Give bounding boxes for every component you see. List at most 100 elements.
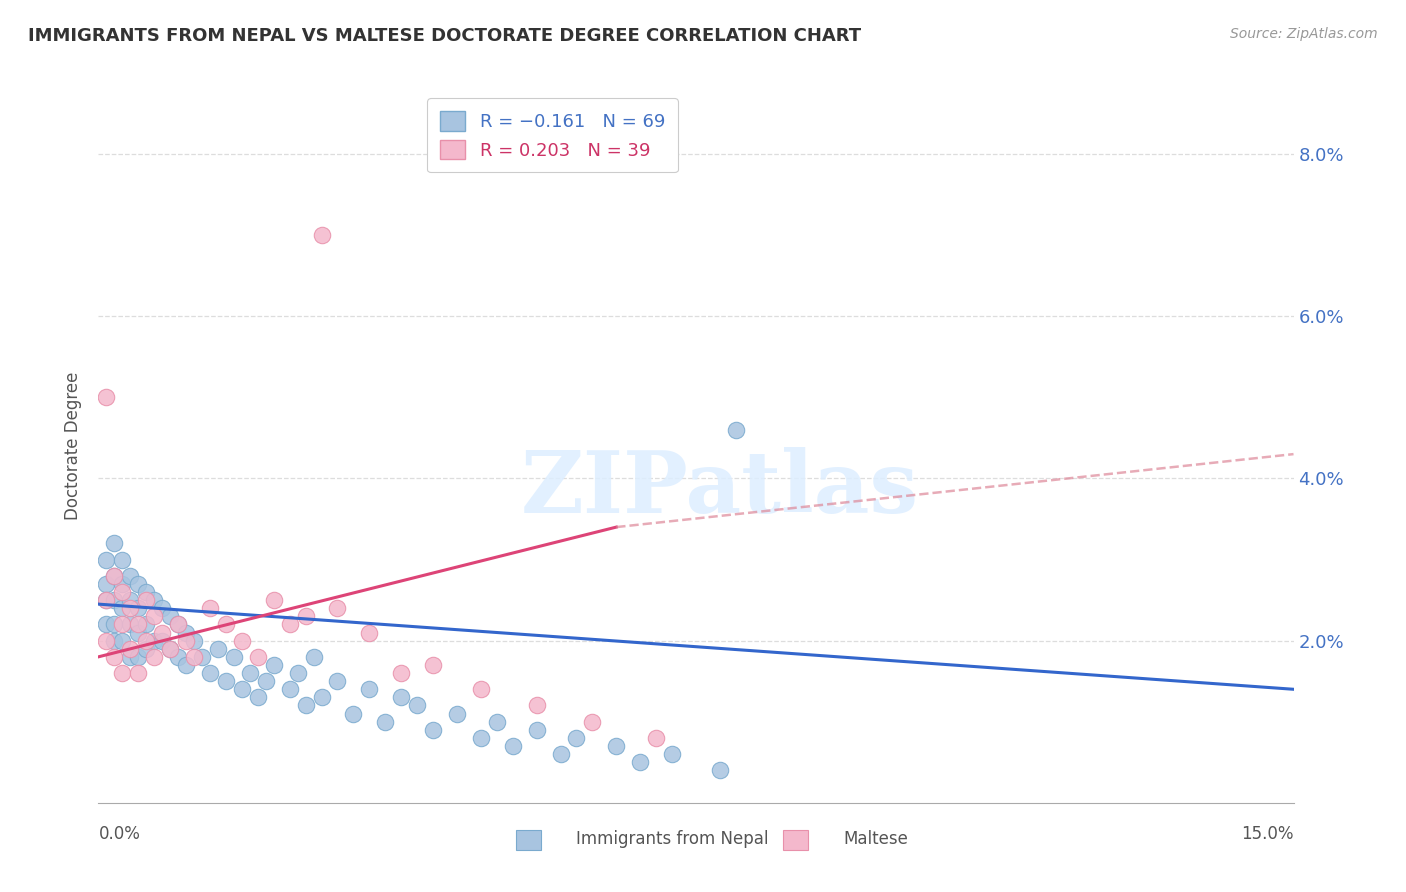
Point — [302, 649, 325, 664]
Point — [120, 601, 142, 615]
Point — [359, 682, 381, 697]
Point — [127, 577, 149, 591]
Point — [645, 731, 668, 745]
Point — [103, 593, 125, 607]
Text: Source: ZipAtlas.com: Source: ZipAtlas.com — [1230, 27, 1378, 41]
Point — [246, 649, 269, 664]
Point — [183, 633, 205, 648]
Point — [150, 625, 173, 640]
Point — [550, 747, 572, 761]
Point — [174, 657, 197, 672]
Point — [191, 649, 214, 664]
Point — [159, 641, 181, 656]
Point — [167, 617, 190, 632]
Point — [239, 666, 262, 681]
Point — [120, 617, 142, 632]
Point — [127, 617, 149, 632]
Point — [96, 617, 118, 632]
Point — [231, 633, 253, 648]
Point — [103, 649, 125, 664]
Point — [167, 617, 190, 632]
Point — [605, 739, 627, 753]
Text: Maltese: Maltese — [844, 830, 908, 848]
Point — [581, 714, 603, 729]
Point — [143, 593, 166, 607]
Point — [103, 617, 125, 632]
Point — [135, 633, 157, 648]
Point — [183, 649, 205, 664]
Point — [111, 577, 134, 591]
Point — [111, 633, 134, 648]
Point — [565, 731, 588, 745]
Point — [374, 714, 396, 729]
Point — [198, 601, 221, 615]
Text: Immigrants from Nepal: Immigrants from Nepal — [576, 830, 769, 848]
Point — [254, 674, 277, 689]
Point — [111, 601, 134, 615]
Point — [111, 585, 134, 599]
Text: 15.0%: 15.0% — [1241, 825, 1294, 843]
Point — [143, 649, 166, 664]
Point — [120, 649, 142, 664]
Point — [246, 690, 269, 705]
Point — [628, 756, 651, 770]
Point — [389, 690, 412, 705]
Point — [174, 625, 197, 640]
Point — [724, 423, 747, 437]
Point — [526, 698, 548, 713]
Point — [326, 674, 349, 689]
Point — [96, 593, 118, 607]
Point — [103, 633, 125, 648]
Point — [103, 536, 125, 550]
Point — [342, 706, 364, 721]
Point — [135, 585, 157, 599]
Point — [470, 682, 492, 697]
Point — [143, 633, 166, 648]
Point — [96, 633, 118, 648]
Point — [135, 617, 157, 632]
Point — [263, 657, 285, 672]
Legend: R = −0.161   N = 69, R = 0.203   N = 39: R = −0.161 N = 69, R = 0.203 N = 39 — [427, 98, 678, 172]
Point — [278, 617, 301, 632]
Point — [263, 593, 285, 607]
Point — [287, 666, 309, 681]
Point — [198, 666, 221, 681]
Point — [120, 568, 142, 582]
Point — [422, 723, 444, 737]
Point — [359, 625, 381, 640]
Point — [389, 666, 412, 681]
Text: ZIPatlas: ZIPatlas — [520, 447, 920, 531]
Y-axis label: Doctorate Degree: Doctorate Degree — [65, 372, 83, 520]
Point — [111, 552, 134, 566]
Point — [135, 593, 157, 607]
Point — [127, 649, 149, 664]
Point — [120, 641, 142, 656]
Point — [96, 390, 118, 404]
Point — [127, 625, 149, 640]
Point — [103, 568, 125, 582]
Point — [159, 641, 181, 656]
Point — [150, 601, 173, 615]
Point — [96, 593, 118, 607]
Text: 0.0%: 0.0% — [98, 825, 141, 843]
Point — [294, 698, 316, 713]
Point — [111, 666, 134, 681]
Point — [446, 706, 468, 721]
Point — [278, 682, 301, 697]
Point — [422, 657, 444, 672]
Point — [143, 609, 166, 624]
Point — [96, 552, 118, 566]
Point — [470, 731, 492, 745]
Point — [207, 641, 229, 656]
Point — [159, 609, 181, 624]
Point — [231, 682, 253, 697]
Point — [215, 674, 238, 689]
Point — [661, 747, 683, 761]
Point — [127, 601, 149, 615]
Point — [406, 698, 429, 713]
Point — [485, 714, 508, 729]
Point — [167, 649, 190, 664]
Point — [502, 739, 524, 753]
Point — [215, 617, 238, 632]
Point — [103, 568, 125, 582]
